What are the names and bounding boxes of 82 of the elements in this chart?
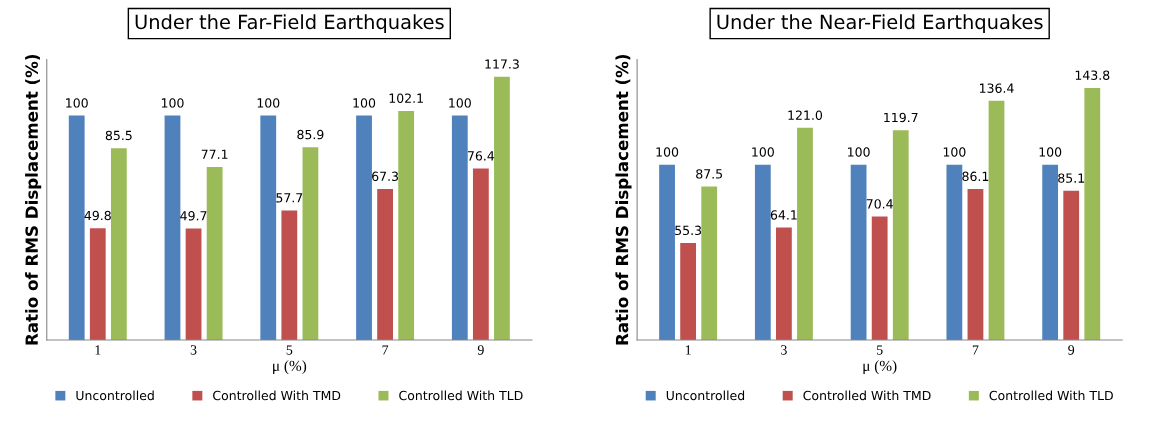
- x-tick-label: 1: [95, 345, 101, 355]
- bar: [680, 243, 697, 340]
- chart-title: Under the Far-Field Earthquakes: [135, 14, 444, 33]
- x-tick-label: 5: [286, 345, 293, 355]
- data-label: 100: [161, 98, 184, 108]
- bar: [850, 164, 867, 340]
- legend-label: Uncontrolled: [666, 390, 745, 401]
- bar: [754, 164, 771, 340]
- data-label: 119.7: [884, 112, 918, 123]
- bar: [701, 186, 718, 340]
- data-label: 100: [656, 147, 679, 157]
- data-label: 86.1: [962, 171, 989, 182]
- bar: [871, 216, 888, 340]
- bar: [164, 115, 181, 340]
- bar: [776, 227, 792, 340]
- bar: [967, 189, 984, 340]
- bar: [377, 188, 393, 340]
- data-label: 100: [943, 147, 966, 157]
- bar: [185, 228, 202, 340]
- data-label: 100: [257, 98, 280, 108]
- data-label: 49.7: [180, 211, 207, 221]
- data-label: 117.3: [485, 59, 519, 69]
- bar: [1063, 190, 1080, 340]
- data-label: 70.4: [866, 199, 893, 209]
- data-label: 85.5: [105, 130, 132, 141]
- data-label: 100: [353, 98, 376, 108]
- x-axis-title: μ (%): [273, 360, 307, 375]
- y-axis-title: Ratio of RMS Displacement (%): [25, 54, 42, 345]
- x-axis-title: μ (%): [863, 360, 897, 375]
- data-label: 87.5: [696, 169, 723, 179]
- data-label: 100: [449, 98, 471, 108]
- x-tick-label: 3: [190, 345, 197, 355]
- y-axis-title: Ratio of RMS Displacement (%): [615, 54, 632, 345]
- legend-label: Controlled With TMD: [213, 390, 341, 401]
- data-label: 136.4: [980, 83, 1014, 93]
- bar: [451, 115, 468, 340]
- legend-label: Controlled With TMD: [803, 390, 931, 401]
- bar: [260, 115, 277, 340]
- data-label: 100: [66, 98, 88, 108]
- bar: [988, 100, 1005, 340]
- data-label: 76.4: [467, 151, 495, 161]
- x-tick-label: 1: [685, 345, 691, 355]
- x-tick-label: 3: [781, 345, 787, 355]
- x-tick-label: 7: [972, 345, 979, 355]
- bar: [797, 127, 813, 340]
- data-label: 67.3: [372, 171, 399, 181]
- chart-title: Under the Near-Field Earthquakes: [717, 14, 1043, 33]
- data-label: 100: [752, 147, 774, 157]
- bar: [494, 76, 510, 340]
- bar: [68, 115, 85, 340]
- data-label: 55.3: [675, 225, 702, 236]
- bar: [89, 228, 106, 340]
- x-tick-label: 9: [477, 345, 484, 355]
- x-tick-label: 5: [877, 345, 883, 355]
- bar: [302, 147, 319, 340]
- bar: [1042, 164, 1059, 340]
- data-label: 121.0: [788, 110, 823, 120]
- x-tick-label: 7: [382, 345, 389, 355]
- legend-label: Uncontrolled: [76, 390, 154, 401]
- legend-label: Controlled With TLD: [989, 390, 1113, 401]
- data-label: 100: [848, 147, 870, 157]
- data-label: 57.7: [276, 193, 303, 203]
- data-label: 77.1: [201, 149, 228, 159]
- x-tick-label: 9: [1068, 345, 1075, 355]
- bar: [356, 115, 372, 340]
- data-label: 85.1: [1058, 173, 1084, 183]
- bar: [472, 168, 489, 340]
- data-label: 49.8: [84, 210, 111, 221]
- bar: [281, 210, 298, 340]
- bar: [110, 148, 127, 340]
- bar: [946, 164, 963, 340]
- bar: [206, 166, 223, 340]
- bar: [1084, 87, 1101, 340]
- data-label: 64.1: [770, 210, 797, 220]
- data-label: 85.9: [297, 129, 324, 140]
- bar: [398, 110, 415, 340]
- bar: [659, 164, 675, 340]
- data-label: 102.1: [389, 93, 423, 103]
- legend-label: Controlled With TLD: [399, 390, 523, 401]
- bar: [892, 130, 909, 340]
- data-label: 143.8: [1075, 70, 1110, 80]
- data-label: 100: [1039, 147, 1062, 157]
